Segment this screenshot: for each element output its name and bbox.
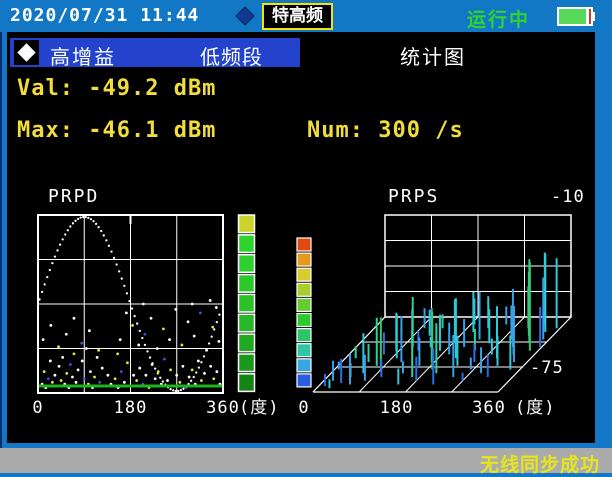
- svg-text:0: 0: [32, 398, 43, 418]
- svg-text:180: 180: [114, 398, 148, 418]
- battery-terminal: [592, 12, 595, 21]
- svg-text:-75: -75: [530, 358, 564, 378]
- val-reading: Val: -49.2 dBm: [17, 76, 217, 101]
- running-status-label: 运行中: [467, 9, 531, 31]
- battery-fill: [559, 9, 586, 24]
- top-status-bar: 2020/07/31 11:44 特高频 运行中: [0, 0, 612, 32]
- num-reading: Num: 300 /s: [307, 118, 464, 143]
- wireless-sync-status: 无线同步成功: [479, 454, 600, 476]
- band-setting[interactable]: 低频段: [200, 45, 263, 69]
- svg-text:(度): (度): [239, 398, 279, 418]
- diamond-icon: [235, 6, 255, 26]
- battery-icon: [557, 7, 595, 26]
- settings-header-bar: 高增益 低频段: [10, 38, 300, 69]
- bottom-status-bar: 无线同步成功: [0, 448, 612, 476]
- datetime-label: 2020/07/31 11:44: [10, 5, 200, 26]
- svg-text:360: 360: [206, 398, 240, 418]
- svg-text:180: 180: [380, 398, 414, 418]
- svg-text:PRPD: PRPD: [48, 186, 99, 207]
- view-mode-label[interactable]: 统计图: [400, 45, 466, 69]
- max-reading: Max: -46.1 dBm: [17, 118, 217, 143]
- main-display-panel: 高增益 低频段 统计图 Val: -49.2 dBm Max: -46.1 dB…: [7, 32, 595, 443]
- svg-text:-10: -10: [551, 187, 585, 207]
- selector-diamond-box: [14, 40, 39, 65]
- gain-setting[interactable]: 高增益: [50, 45, 116, 69]
- svg-text:(度): (度): [515, 398, 555, 418]
- svg-text:PRPS: PRPS: [388, 186, 439, 207]
- screen-edge-left: [0, 0, 2, 448]
- svg-text:0: 0: [298, 398, 309, 418]
- battery-body: [557, 7, 593, 26]
- battery-tip-mark: [589, 9, 591, 24]
- mode-badge-uhf[interactable]: 特高频: [262, 3, 333, 30]
- svg-text:360: 360: [472, 398, 506, 418]
